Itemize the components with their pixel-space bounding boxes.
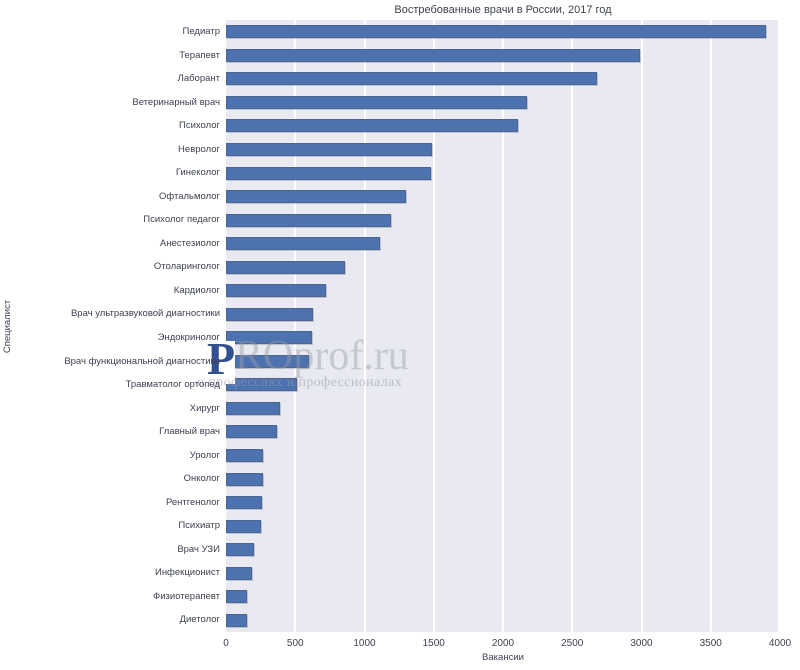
x-tick-label: 4000 — [768, 638, 792, 649]
bar — [226, 48, 641, 62]
bar — [226, 260, 346, 274]
bar — [226, 448, 264, 462]
bar — [226, 425, 278, 439]
category-label: Терапевт — [179, 49, 220, 61]
x-tick-label: 0 — [223, 638, 229, 649]
category-label: Врач УЗИ — [177, 543, 220, 555]
bar — [226, 166, 431, 180]
bar — [226, 142, 433, 156]
bar — [226, 354, 310, 368]
category-label: Диетолог — [179, 614, 220, 626]
category-label: Ветеринарный врач — [132, 96, 220, 108]
gridline — [571, 20, 574, 632]
x-tick-label: 1500 — [422, 638, 445, 649]
gridline — [778, 20, 780, 632]
x-tick-label: 2500 — [561, 638, 584, 649]
category-label: Эндокринолог — [157, 332, 220, 343]
x-axis-title: Вакансии — [482, 652, 524, 663]
category-label: Невролог — [178, 143, 220, 155]
x-tick-label: 3000 — [630, 638, 653, 649]
bar — [226, 25, 767, 39]
bar — [226, 401, 280, 415]
category-label: Лаборант — [177, 73, 220, 85]
bar — [226, 213, 391, 227]
bar — [226, 590, 248, 604]
category-label: Психолог педагог — [143, 214, 220, 226]
category-label: Врач ультразвуковой диагностики — [70, 308, 220, 320]
category-label: Уролог — [189, 449, 220, 461]
category-label: Психиатр — [178, 520, 220, 532]
bar — [226, 331, 312, 345]
category-label: Педиатр — [182, 26, 220, 37]
chart-title: Востребованные врачи в России, 2017 год — [394, 4, 612, 16]
category-label: Рентгенолог — [165, 496, 220, 508]
gridline — [709, 20, 712, 632]
x-tick-label: 500 — [286, 638, 304, 649]
bar — [226, 613, 247, 627]
category-label: Травматолог ортопед — [125, 379, 220, 391]
bar — [226, 307, 314, 321]
bar — [226, 237, 380, 251]
gridline — [502, 20, 504, 632]
gridline — [432, 20, 435, 632]
category-label: Хирург — [189, 402, 220, 414]
x-tick-label: 2000 — [491, 638, 515, 649]
x-tick-label: 3500 — [699, 638, 722, 649]
category-label: Отоларинголог — [153, 261, 220, 273]
bar — [226, 95, 527, 109]
category-label: Физиотерапевт — [153, 590, 220, 602]
category-label: Психолог — [178, 120, 220, 132]
gridline — [363, 20, 366, 632]
category-label: Анестезиолог — [159, 237, 220, 249]
bar — [226, 119, 519, 133]
bar — [226, 519, 262, 533]
plot-area — [226, 20, 780, 632]
bar — [226, 72, 598, 86]
gridline — [640, 20, 643, 632]
category-label: Гинеколог — [175, 167, 220, 179]
gridline — [294, 20, 297, 632]
category-label: Офтальмолог — [158, 190, 220, 202]
bar — [226, 543, 254, 557]
x-tick-label: 1000 — [353, 638, 376, 649]
bar — [226, 566, 253, 580]
category-label: Главный врач — [159, 426, 220, 438]
category-label: Кардиолог — [173, 284, 220, 296]
bar — [226, 378, 297, 392]
bar — [226, 190, 407, 204]
bar — [226, 496, 262, 510]
bar — [226, 284, 326, 298]
category-label: Инфекционист — [154, 567, 220, 579]
bar — [226, 472, 264, 486]
category-label: Врач функциональной диагностики — [64, 355, 220, 367]
category-label: Онколог — [183, 473, 220, 485]
